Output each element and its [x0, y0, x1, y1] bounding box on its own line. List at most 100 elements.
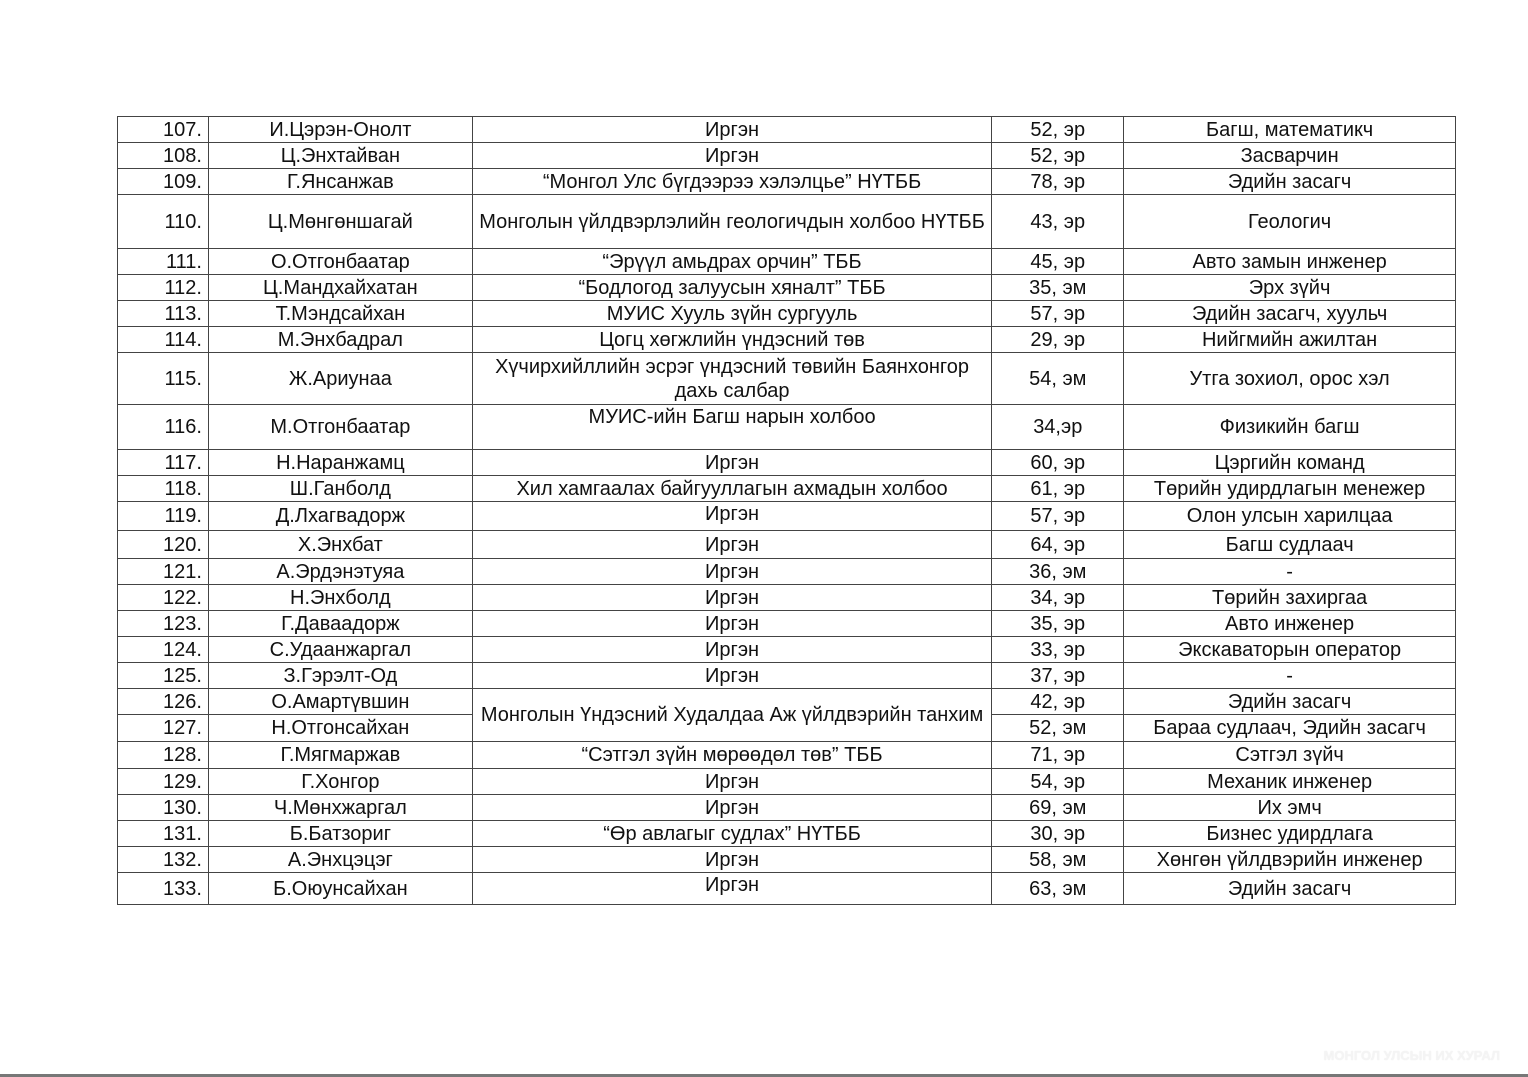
cell-organization: Иргэн	[471, 116, 993, 143]
cell-profession: Засварчин	[1123, 142, 1456, 169]
table-row: 113. Т.Мэндсайхан МУИС Хууль зүйн сургууль…	[117, 300, 1456, 327]
cell-name: Т.Мэндсайхан	[207, 300, 473, 327]
cell-number: 131.	[117, 820, 209, 847]
cell-number: 118.	[117, 475, 209, 502]
table-row: 129. Г.Хонгор Иргэн 54, эр Механик инженер	[117, 768, 1456, 795]
cell-age-gender: 52, эр	[991, 142, 1125, 169]
table-row: 118. Ш.Ганболд Хил хамгаалах байгууллагын …	[117, 475, 1456, 502]
table-row: 120. Х.Энхбат Иргэн 64, эр Багш судлаач	[117, 530, 1456, 559]
cell-organization: Иргэн	[471, 142, 993, 169]
cell-profession: Эрх зүйч	[1123, 274, 1456, 301]
cell-profession: Бараа судлаач, Эдийн засагч	[1123, 714, 1456, 742]
table-row: 114. М.Энхбадрал Цогц хөгжлийн үндэсний тө…	[117, 326, 1456, 353]
cell-organization: “Монгол Улс бүгдээрээ хэлэлцье” НҮТББ	[471, 168, 993, 195]
cell-age-gender: 57, эр	[991, 300, 1125, 327]
cell-organization: Иргэн	[471, 794, 993, 821]
cell-profession: Олон улсын харилцаа	[1123, 501, 1456, 531]
table-row: 131. Б.Батзориг “Өр авлагыг судлах” НҮТББ 3…	[117, 820, 1456, 847]
table-row: 109. Г.Янсанжав “Монгол Улс бүгдээрээ хэлэ…	[117, 168, 1456, 195]
cell-number: 127.	[117, 714, 209, 742]
cell-number: 117.	[117, 449, 209, 476]
table-row: 110. Ц.Мөнгөншагай Монголын үйлдвэрлэлийн …	[117, 194, 1456, 249]
cell-organization: Иргэн	[471, 449, 993, 476]
cell-profession: Эдийн засагч, хуульч	[1123, 300, 1456, 327]
cell-name: Д.Лхагвадорж	[207, 501, 473, 531]
cell-number: 119.	[117, 501, 209, 531]
cell-number: 109.	[117, 168, 209, 195]
cell-age-gender: 36, эм	[991, 558, 1125, 585]
cell-age-gender: 34, эр	[991, 584, 1125, 611]
cell-number: 130.	[117, 794, 209, 821]
table-row: 108. Ц.Энхтайван Иргэн 52, эр Засварчин	[117, 142, 1456, 169]
cell-number: 115.	[117, 352, 209, 405]
cell-organization: МУИС-ийн Багш нарын холбоо	[471, 404, 993, 450]
cell-number: 133.	[117, 872, 209, 905]
cell-age-gender: 71, эр	[991, 741, 1125, 769]
cell-profession: Төрийн удирдлагын менежер	[1123, 475, 1456, 502]
participants-table: 107. И.Цэрэн-Онолт Иргэн 52, эр Багш, матема…	[117, 116, 1456, 905]
cell-name: Н.Отгонсайхан	[207, 714, 473, 742]
cell-number: 107.	[117, 116, 209, 143]
cell-number: 110.	[117, 194, 209, 249]
cell-age-gender: 35, эр	[991, 610, 1125, 637]
cell-profession: Утга зохиол, орос хэл	[1123, 352, 1456, 405]
table-row: 124. С.Удаанжаргал Иргэн 33, эр Экскаваторын…	[117, 636, 1456, 663]
cell-profession: Авто инженер	[1123, 610, 1456, 637]
table-row: 126. О.Амартүвшин Монголын Үндэсний Худалд…	[117, 688, 1456, 742]
cell-name: Г.Мягмаржав	[207, 741, 473, 769]
cell-name: М.Энхбадрал	[207, 326, 473, 353]
cell-age-gender: 78, эр	[991, 168, 1125, 195]
table-row: 112. Ц.Мандхайхатан “Бодлогод залуусын хян…	[117, 274, 1456, 301]
cell-age-gender: 69, эм	[991, 794, 1125, 821]
cell-organization: Иргэн	[471, 530, 993, 559]
cell-name: Ч.Мөнхжаргал	[207, 794, 473, 821]
cell-organization: Цогц хөгжлийн үндэсний төв	[471, 326, 993, 353]
cell-organization: “Сэтгэл зүйн мөрөөдөл төв” ТББ	[471, 741, 993, 769]
cell-organization: Иргэн	[471, 636, 993, 663]
cell-name: Ш.Ганболд	[207, 475, 473, 502]
table-row: 117. Н.Наранжамц Иргэн 60, эр Цэргийн команд	[117, 449, 1456, 476]
cell-profession: Бизнес удирдлага	[1123, 820, 1456, 847]
cell-profession: Эдийн засагч	[1123, 688, 1456, 715]
cell-name: Б.Батзориг	[207, 820, 473, 847]
cell-organization: Иргэн	[471, 846, 993, 873]
cell-age-gender: 35, эм	[991, 274, 1125, 301]
cell-number: 111.	[117, 248, 209, 275]
cell-organization: Иргэн	[471, 584, 993, 611]
cell-organization: Иргэн	[471, 501, 993, 531]
table-row: 116. М.Отгонбаатар МУИС-ийн Багш нарын хол…	[117, 404, 1456, 450]
table-row: 115. Ж.Ариунаа Хүчирхийллийн эсрэг үндэсни…	[117, 352, 1456, 405]
cell-name: Ц.Мөнгөншагай	[207, 194, 473, 249]
table-row: 121. А.Эрдэнэтуяа Иргэн 36, эм -	[117, 558, 1456, 585]
cell-name: И.Цэрэн-Онолт	[207, 116, 473, 143]
cell-profession: Физикийн багш	[1123, 404, 1456, 450]
cell-age-gender: 52, эм	[991, 714, 1125, 742]
cell-number: 124.	[117, 636, 209, 663]
cell-number: 125.	[117, 662, 209, 689]
cell-profession: Механик инженер	[1123, 768, 1456, 795]
cell-age-gender: 30, эр	[991, 820, 1125, 847]
cell-name: Х.Энхбат	[207, 530, 473, 559]
cell-name: О.Отгонбаатар	[207, 248, 473, 275]
cell-number: 120.	[117, 530, 209, 559]
cell-organization: “Өр авлагыг судлах” НҮТББ	[471, 820, 993, 847]
table-row: 127. Н.Отгонсайхан 52, эм Бараа судлаач, Эд…	[117, 714, 1456, 742]
cell-number: 126.	[117, 688, 209, 715]
cell-profession: Цэргийн команд	[1123, 449, 1456, 476]
cell-number: 122.	[117, 584, 209, 611]
cell-number: 123.	[117, 610, 209, 637]
cell-name: Н.Наранжамц	[207, 449, 473, 476]
cell-age-gender: 42, эр	[991, 688, 1125, 715]
cell-number: 116.	[117, 404, 209, 450]
cell-profession: Авто замын инженер	[1123, 248, 1456, 275]
cell-name: Г.Хонгор	[207, 768, 473, 795]
cell-name: М.Отгонбаатар	[207, 404, 473, 450]
cell-age-gender: 29, эр	[991, 326, 1125, 353]
cell-number: 129.	[117, 768, 209, 795]
page-divider	[0, 1074, 1528, 1077]
cell-name: Ц.Энхтайван	[207, 142, 473, 169]
cell-organization: Хил хамгаалах байгууллагын ахмадын холбо…	[471, 475, 993, 502]
cell-profession: -	[1123, 558, 1456, 585]
watermark: МОНГОЛ УЛСЫН ИХ ХУРАЛ	[1323, 1048, 1500, 1063]
table-row: 128. Г.Мягмаржав “Сэтгэл зүйн мөрөөдөл төв…	[117, 741, 1456, 769]
